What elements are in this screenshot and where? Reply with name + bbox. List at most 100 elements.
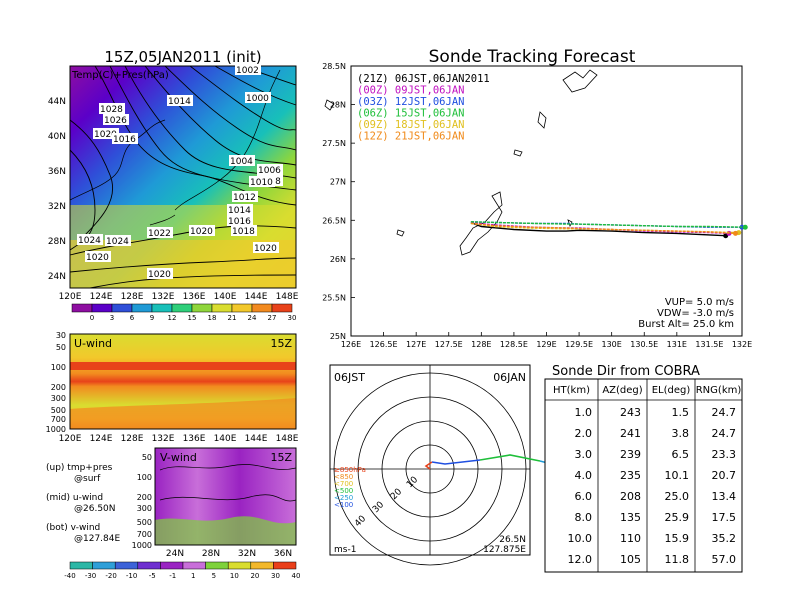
track-lon-tick: 128.5E [500, 340, 528, 349]
table-cell: 11.8 [665, 553, 690, 566]
table-header-cell: RNG(km) [696, 385, 742, 396]
map-lon-tick: 124E [90, 292, 113, 302]
table-header-cell: AZ(deg) [602, 385, 642, 396]
vwind-colorbar-label: 1 [191, 572, 195, 580]
vwind-pressure-tick: 200 [137, 493, 152, 502]
track-lat-tick: 25N [330, 332, 346, 341]
table-cell: 24.7 [712, 427, 737, 440]
uwind-lon-tick: 140E [214, 434, 237, 444]
uwind-lon-tick: 120E [59, 434, 82, 444]
vwind-panel: V-wind 15Z 50 100 200 300 500 700 1000 24N 28N 3… [132, 447, 297, 559]
pressure-level-label: ≥850hPa [334, 466, 366, 474]
vwind-lat-tick: 32N [238, 549, 256, 559]
track-legend-entry: (00Z) 09JST,06JAN [357, 85, 464, 97]
track-lat-tick: 26N [330, 255, 346, 264]
isobar-label-bg [77, 234, 103, 245]
temp-colorbar-swatch [191, 303, 213, 313]
table-cell: 13.4 [712, 490, 737, 503]
vwind-colorbar-label: -5 [149, 572, 156, 580]
vwind-colorbar-label: -1 [169, 572, 176, 580]
launch-info: VUP= 5.0 m/s VDW= -3.0 m/s Burst Alt= 25… [638, 297, 734, 330]
track-lat-tick: 25.5N [322, 293, 346, 302]
hodo-sfc-850 [424, 461, 433, 470]
track-lon-tick: 129E [536, 340, 556, 349]
temp-colorbar-label: 27 [268, 314, 277, 322]
table-cell: 105 [620, 553, 641, 566]
isobar-label: 1024 [78, 236, 101, 246]
uwind-lon-tick: 124E [90, 434, 113, 444]
table-cell: 4.0 [575, 469, 593, 482]
okinoerabu-island [513, 149, 523, 157]
table-cell: 1.5 [672, 406, 690, 419]
polar-unit: ms-1 [334, 545, 356, 555]
track-title: Sonde Tracking Forecast [429, 47, 636, 67]
polar-lat: 26.5N [499, 535, 526, 545]
temp-colorbar-label: 21 [228, 314, 237, 322]
isobar-label-bg [227, 204, 253, 215]
isobar-label: 1024 [106, 237, 129, 247]
track-legend-entry: (06Z) 15JST,06JAN [357, 108, 464, 120]
track-lon-labels: 126E 126.5E 127E 127.5E 128E 128.5E 129E 129.5E… [341, 332, 752, 349]
isobar-label-bg [232, 191, 258, 202]
note-bot: (bot) v-wind [46, 523, 100, 533]
isobar-label-bg [227, 215, 253, 226]
vwind-colorbar-label: 5 [212, 572, 216, 580]
track-legend-entry: (09Z) 18JST,06JAN [357, 119, 464, 131]
uwind-frame [69, 333, 297, 430]
temp-map: Temp(C)+Pres(hPa) 1024102810261020101610… [48, 64, 299, 302]
note-up: (up) tmp+pres [46, 463, 113, 473]
temp-colorbar-label: 0 [90, 314, 94, 322]
uwind-pressure-tick: 30 [56, 331, 66, 340]
temp-colorbar-swatch [131, 303, 153, 313]
track-frame [350, 65, 743, 337]
track-lon-tick: 131.5E [695, 340, 723, 349]
uwind-jet-core [70, 362, 296, 370]
uwind-lon-tick: 148E [276, 434, 299, 444]
table-cell: 2.0 [575, 427, 593, 440]
vwind-colorbar-swatch [227, 561, 252, 570]
vwind-contour [159, 464, 297, 471]
isobar-label: 1026 [104, 116, 127, 126]
vwind-colorbar-label: 30 [271, 572, 280, 580]
okinawa-island [459, 191, 503, 256]
map-lat-tick: 36N [48, 167, 66, 177]
uwind-pressure-tick: 1000 [46, 425, 66, 434]
temp-colorbar-swatch [211, 303, 233, 313]
table-cell: 235 [620, 469, 641, 482]
isobar-label-bg [231, 225, 257, 236]
track-legend: (21Z) 06JST,06JAN2011(00Z) 09JST,06JAN(0… [357, 73, 490, 143]
isobar-label: 1006 [258, 166, 281, 176]
track-lon-tick: 126E [341, 340, 361, 349]
track-legend-entry: (03Z) 12JST,06JAN [357, 96, 464, 108]
table-cell: 23.3 [712, 448, 737, 461]
hodo-700-500 [479, 454, 541, 462]
vwind-pressure-tick: 500 [137, 518, 152, 527]
vwind-colorbar-swatch [205, 561, 229, 570]
track-endpoint [732, 230, 738, 236]
track-legend-entry: (21Z) 06JST,06JAN2011 [357, 73, 490, 85]
vwind-colorbar-swatch [114, 561, 139, 570]
table-cell: 8.0 [575, 511, 593, 524]
track-endpoint [742, 224, 748, 230]
temp-colorbar-swatch [151, 303, 173, 313]
map-overlay-label: Temp(C)+Pres(hPa) [71, 70, 169, 81]
temp-colorbar-swatch [71, 303, 93, 313]
isobar-label: 1016 [113, 135, 136, 145]
isobar-label: 1020 [190, 227, 213, 237]
vwind-colorbar-swatch [92, 561, 116, 570]
island-outlines [324, 69, 598, 256]
isobar-label-bg [105, 235, 131, 246]
uwind-time: 15Z [270, 337, 292, 350]
note-mid: (mid) u-wind [46, 493, 103, 503]
temp-colorbar: 0 3 6 9 12 15 18 21 24 27 30 [71, 303, 296, 322]
map-lat-tick: 40N [48, 132, 66, 142]
vwind-colorbar-label: 40 [292, 572, 301, 580]
isobar-label: 1020 [86, 253, 109, 263]
pressure-level-label: <100 [334, 501, 353, 509]
isobar-label-bg [85, 251, 111, 262]
map-lon-tick: 140E [214, 292, 237, 302]
tokunoshima-island [537, 111, 547, 129]
uwind-title: U-wind [74, 337, 112, 350]
